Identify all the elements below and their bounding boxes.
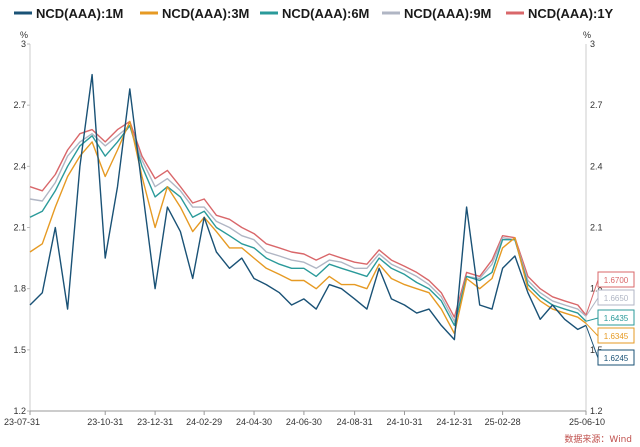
x-tick-label-1: 23-10-31 [87, 417, 123, 427]
x-tick-label-2: 23-12-31 [137, 417, 173, 427]
end-tag-leader-1 [585, 322, 599, 337]
left-axis-unit: % [20, 30, 28, 40]
series-line-2 [29, 124, 587, 327]
y-tick-left-5: 2.7 [13, 100, 26, 110]
end-tag-leader-4 [585, 279, 599, 316]
x-axis-ticks: 23-07-31 23-10-31 23-12-31 24-02-29 24-04-30… [4, 411, 605, 427]
x-tick-label-6: 24-08-31 [337, 417, 373, 427]
y-tick-right-5: 2.7 [590, 100, 603, 110]
x-tick-label-10: 25-06-10 [569, 417, 605, 427]
end-tag-leader-2 [585, 317, 599, 322]
x-tick-label-8: 24-12-31 [436, 417, 472, 427]
x-tick-label-7: 24-10-31 [386, 417, 422, 427]
end-tag-box-4 [597, 271, 635, 288]
source-note: 数据来源：Wind [564, 433, 632, 445]
end-tag-value-1: 1.6345 [604, 332, 629, 341]
x-tick-label-5: 24-06-30 [286, 417, 322, 427]
series-line-4 [29, 120, 587, 318]
x-tick-label-4: 24-04-30 [236, 417, 272, 427]
y-tick-left-6: 3 [21, 39, 26, 49]
y-tick-left-3: 2.1 [13, 223, 26, 233]
series-line-0 [29, 73, 587, 341]
legend-label-3: NCD(AAA):9M [404, 6, 491, 21]
legend-label-1: NCD(AAA):3M [162, 6, 249, 21]
x-tick-label-0: 23-07-31 [4, 417, 40, 427]
end-tag-value-3: 1.6650 [604, 294, 629, 303]
end-tag-value-0: 1.6245 [604, 354, 629, 363]
y-tick-right-1: 1.5 [590, 345, 603, 355]
end-value-tags: 1.6245 1.6345 1.6435 1.6650 1.6700 [585, 271, 635, 366]
end-tag-leader-0 [585, 325, 599, 359]
legend-label-4: NCD(AAA):1Y [528, 6, 614, 21]
y-tick-left-1: 1.5 [13, 345, 26, 355]
y-tick-left-2: 1.8 [13, 284, 26, 294]
y-tick-right-3: 2.1 [590, 223, 603, 233]
legend-label-0: NCD(AAA):1M [36, 6, 123, 21]
legend-label-2: NCD(AAA):6M [282, 6, 369, 21]
chart-legend: NCD(AAA):1M NCD(AAA):3M NCD(AAA):6M NCD(AAA… [14, 6, 614, 21]
series-lines [29, 73, 587, 341]
x-tick-label-3: 24-02-29 [186, 417, 222, 427]
end-tag-box-0 [597, 349, 635, 366]
y-tick-right-0: 1.2 [590, 406, 603, 416]
y-tick-right-2: 1.8 [590, 284, 603, 294]
y-axis-ticks: 1.2 1.2 1.5 1.5 1.8 1.8 2.1 2.1 2.4 2.4 2.7 2.7 3 3 [13, 39, 602, 416]
x-tick-label-9: 25-02-28 [485, 417, 521, 427]
end-tag-leader-3 [585, 297, 599, 317]
end-tag-box-3 [597, 289, 635, 306]
end-tag-value-4: 1.6700 [604, 276, 629, 285]
right-axis-unit: % [583, 30, 591, 40]
end-tag-value-2: 1.6435 [604, 314, 629, 323]
y-tick-left-4: 2.4 [13, 161, 26, 171]
end-tag-box-2 [597, 309, 635, 326]
y-tick-right-6: 3 [590, 39, 595, 49]
series-line-3 [29, 124, 587, 322]
y-tick-left-0: 1.2 [13, 406, 26, 416]
end-tag-box-1 [597, 327, 635, 344]
y-tick-right-4: 2.4 [590, 161, 603, 171]
